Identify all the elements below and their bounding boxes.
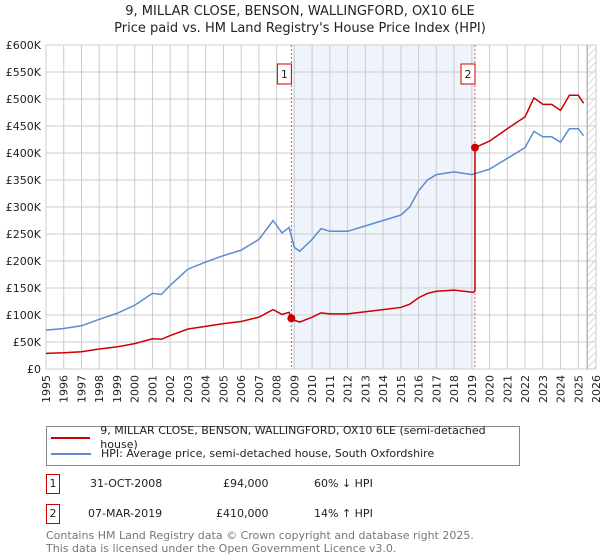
x-tick-label: 2021 xyxy=(501,375,514,403)
x-tick-label: 2009 xyxy=(288,375,301,403)
x-tick-label: 2018 xyxy=(448,375,461,403)
y-tick-label: £450K xyxy=(6,120,42,133)
x-tick-label: 2016 xyxy=(413,375,426,403)
marker-badge: 2 xyxy=(46,504,60,524)
y-tick-label: £300K xyxy=(6,201,42,214)
y-tick-label: £150K xyxy=(6,282,42,295)
y-tick-label: £200K xyxy=(6,255,42,268)
x-tick-label: 1998 xyxy=(93,375,106,403)
sale-marker-box xyxy=(276,63,292,85)
x-tick-label: 2005 xyxy=(217,375,230,403)
legend-label: 9, MILLAR CLOSE, BENSON, WALLINGFORD, OX… xyxy=(100,424,486,451)
y-tick-label: £600K xyxy=(6,39,42,52)
x-tick-label: 2002 xyxy=(164,375,177,403)
transaction-row: 2 07-MAR-2019 £410,000 14% ↑ HPI xyxy=(46,504,546,524)
chart-title: 9, MILLAR CLOSE, BENSON, WALLINGFORD, OX… xyxy=(125,4,475,19)
x-tick-label: 2026 xyxy=(590,375,600,403)
transaction-date: 07-MAR-2019 xyxy=(88,507,163,520)
x-tick-label: 2001 xyxy=(146,375,159,403)
transaction-price: £94,000 xyxy=(223,477,269,490)
sale-point xyxy=(287,314,296,323)
sale-marker-label: 1 xyxy=(281,68,288,81)
transaction-date: 31-OCT-2008 xyxy=(90,477,163,490)
legend-swatch-blue xyxy=(51,453,91,455)
x-tick-label: 2007 xyxy=(253,375,266,403)
sale-marker-box xyxy=(460,63,476,85)
x-tick-label: 2015 xyxy=(395,375,408,403)
chart-subtitle: Price paid vs. HM Land Registry's House … xyxy=(114,21,486,36)
y-tick-label: £550K xyxy=(6,66,42,79)
x-tick-label: 2006 xyxy=(235,375,248,403)
y-tick-label: £250K xyxy=(6,228,42,241)
transaction-row: 1 31-OCT-2008 £94,000 60% ↓ HPI xyxy=(46,474,546,494)
legend-item-property: 9, MILLAR CLOSE, BENSON, WALLINGFORD, OX… xyxy=(51,424,519,451)
legend-item-hpi: HPI: Average price, semi-detached house,… xyxy=(51,447,434,461)
x-tick-label: 2004 xyxy=(200,375,213,403)
x-tick-label: 2019 xyxy=(466,375,479,403)
x-tick-label: 2024 xyxy=(555,375,568,403)
transaction-hpi: 14% ↑ HPI xyxy=(314,507,373,520)
hpi-series-line xyxy=(45,127,585,331)
sale-marker-label: 2 xyxy=(465,68,472,81)
transaction-hpi: 60% ↓ HPI xyxy=(314,477,373,490)
chart-legend: 9, MILLAR CLOSE, BENSON, WALLINGFORD, OX… xyxy=(46,424,520,466)
legend-swatch-red xyxy=(51,437,91,439)
property-series-line xyxy=(45,94,585,355)
price-chart: £0 £50K £100K £150K £200K £250K £300K £350K £400… xyxy=(6,39,600,403)
x-tick-label: 1995 xyxy=(40,375,53,403)
x-tick-label: 1997 xyxy=(75,375,88,403)
transaction-price: £410,000 xyxy=(216,507,269,520)
x-tick-label: 2014 xyxy=(377,375,390,403)
x-tick-label: 1999 xyxy=(111,375,124,403)
x-tick-label: 2025 xyxy=(572,375,585,403)
legend-label: HPI: Average price, semi-detached house,… xyxy=(101,447,435,460)
y-tick-label: £0 xyxy=(27,363,41,376)
x-tick-label: 1996 xyxy=(58,375,71,403)
x-tick-label: 2008 xyxy=(271,375,284,403)
footer-copyright: Contains HM Land Registry data © Crown c… xyxy=(46,529,474,542)
footer-licence: This data is licensed under the Open Gov… xyxy=(46,542,397,555)
y-tick-label: £500K xyxy=(6,93,42,106)
x-tick-label: 2000 xyxy=(129,375,142,403)
marker-badge: 1 xyxy=(46,474,60,494)
x-tick-label: 2012 xyxy=(342,375,355,403)
x-tick-label: 2020 xyxy=(484,375,497,403)
x-tick-label: 2013 xyxy=(359,375,372,403)
x-tick-label: 2022 xyxy=(519,375,532,403)
y-tick-label: £100K xyxy=(6,309,42,322)
y-tick-label: £350K xyxy=(6,174,42,187)
sale-point xyxy=(471,143,479,152)
x-tick-label: 2003 xyxy=(182,375,195,403)
x-tick-label: 2017 xyxy=(430,375,443,403)
x-tick-label: 2010 xyxy=(306,375,319,403)
x-tick-label: 2011 xyxy=(324,375,337,403)
y-tick-label: £50K xyxy=(13,336,42,349)
y-tick-label: £400K xyxy=(6,147,42,160)
x-tick-label: 2023 xyxy=(537,375,550,403)
